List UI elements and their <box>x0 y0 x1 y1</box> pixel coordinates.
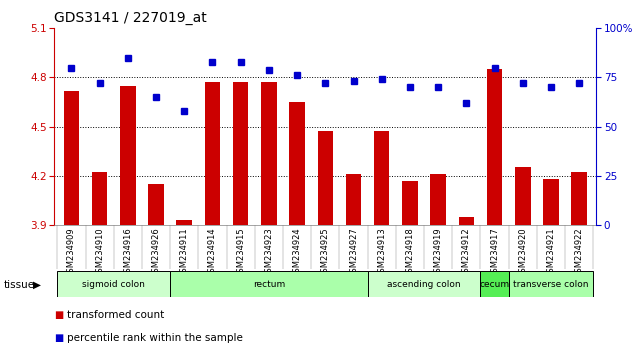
Bar <box>63 91 79 225</box>
Text: GSM234923: GSM234923 <box>264 227 273 278</box>
Text: GSM234910: GSM234910 <box>95 227 104 278</box>
Text: GSM234911: GSM234911 <box>179 227 188 278</box>
Bar <box>261 82 277 225</box>
Text: GSM234917: GSM234917 <box>490 227 499 278</box>
Text: ▶: ▶ <box>33 280 41 290</box>
Bar <box>402 181 418 225</box>
Text: GSM234912: GSM234912 <box>462 227 471 278</box>
Bar <box>368 271 481 297</box>
Text: ascending colon: ascending colon <box>387 280 461 289</box>
Bar <box>430 174 446 225</box>
Text: tissue: tissue <box>3 280 35 290</box>
Text: GSM234927: GSM234927 <box>349 227 358 278</box>
Bar <box>176 220 192 225</box>
Text: ■: ■ <box>54 333 63 343</box>
Bar <box>374 131 390 225</box>
Bar <box>204 82 221 225</box>
Text: GSM234918: GSM234918 <box>406 227 415 278</box>
Text: transverse colon: transverse colon <box>513 280 588 289</box>
Text: GSM234913: GSM234913 <box>378 227 387 278</box>
Bar <box>487 69 503 225</box>
Bar <box>571 172 587 225</box>
Text: transformed count: transformed count <box>67 310 165 320</box>
Bar <box>120 86 136 225</box>
Text: sigmoid colon: sigmoid colon <box>82 280 145 289</box>
Bar <box>481 271 509 297</box>
Text: GSM234909: GSM234909 <box>67 227 76 278</box>
Bar <box>57 271 170 297</box>
Text: GSM234916: GSM234916 <box>123 227 132 278</box>
Text: GSM234921: GSM234921 <box>547 227 556 278</box>
Text: GSM234920: GSM234920 <box>519 227 528 278</box>
Text: percentile rank within the sample: percentile rank within the sample <box>67 333 243 343</box>
Text: GSM234922: GSM234922 <box>575 227 584 278</box>
Text: GSM234925: GSM234925 <box>320 227 330 278</box>
Bar <box>345 174 362 225</box>
Text: GSM234924: GSM234924 <box>292 227 302 278</box>
Text: cecum: cecum <box>479 280 510 289</box>
Bar <box>148 184 164 225</box>
Bar <box>170 271 368 297</box>
Bar <box>515 167 531 225</box>
Text: GSM234914: GSM234914 <box>208 227 217 278</box>
Text: GSM234919: GSM234919 <box>434 227 443 278</box>
Bar <box>317 131 333 225</box>
Bar <box>458 217 474 225</box>
Text: GDS3141 / 227019_at: GDS3141 / 227019_at <box>54 11 207 25</box>
Bar <box>233 82 249 225</box>
Text: GSM234926: GSM234926 <box>151 227 160 278</box>
Text: rectum: rectum <box>253 280 285 289</box>
Bar <box>289 102 305 225</box>
Bar <box>92 172 108 225</box>
Text: ■: ■ <box>54 310 63 320</box>
Bar <box>543 179 559 225</box>
Text: GSM234915: GSM234915 <box>236 227 245 278</box>
Bar <box>509 271 594 297</box>
